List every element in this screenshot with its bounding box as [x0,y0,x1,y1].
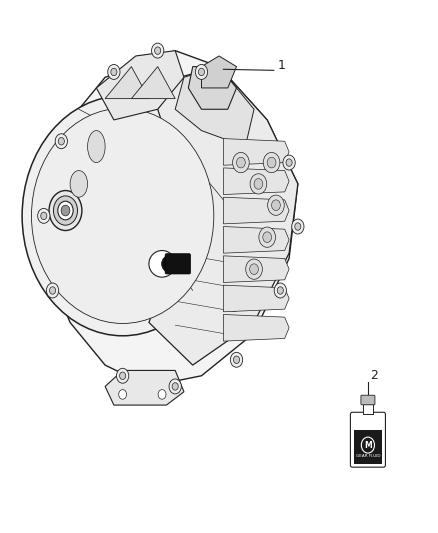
Ellipse shape [58,201,73,220]
Ellipse shape [254,179,263,189]
Polygon shape [223,314,289,341]
Ellipse shape [117,368,129,383]
Polygon shape [96,51,184,120]
Ellipse shape [233,356,240,364]
Polygon shape [44,51,298,386]
Ellipse shape [49,191,82,231]
Ellipse shape [259,227,276,247]
Text: 1: 1 [278,59,286,71]
Polygon shape [175,67,254,147]
Polygon shape [105,370,184,405]
Ellipse shape [152,43,164,58]
Bar [363,404,373,415]
Ellipse shape [198,68,205,76]
Ellipse shape [111,68,117,76]
Ellipse shape [274,283,286,298]
Ellipse shape [70,171,88,197]
Polygon shape [223,168,289,195]
Ellipse shape [108,64,120,79]
Ellipse shape [61,205,70,216]
Ellipse shape [155,47,161,54]
Polygon shape [223,197,289,224]
Ellipse shape [292,219,304,234]
Ellipse shape [169,379,181,394]
Ellipse shape [361,437,374,453]
Ellipse shape [32,108,214,324]
Ellipse shape [267,157,276,168]
FancyBboxPatch shape [361,395,375,405]
Polygon shape [105,67,149,99]
Ellipse shape [250,264,258,274]
FancyBboxPatch shape [165,254,191,274]
Ellipse shape [41,212,47,220]
Ellipse shape [268,195,284,215]
Ellipse shape [195,64,208,79]
Ellipse shape [295,223,301,230]
Polygon shape [188,67,237,109]
Text: 2: 2 [370,369,378,382]
Ellipse shape [162,255,178,272]
Ellipse shape [22,96,223,336]
Polygon shape [223,227,289,253]
Polygon shape [131,67,175,99]
Ellipse shape [120,372,126,379]
Ellipse shape [272,200,280,211]
Text: GEAR FLUID: GEAR FLUID [356,455,380,458]
Ellipse shape [263,232,272,243]
Ellipse shape [246,259,262,279]
Ellipse shape [46,283,59,298]
Ellipse shape [283,155,295,170]
Ellipse shape [53,196,78,225]
Ellipse shape [38,208,50,223]
Text: M: M [364,441,372,450]
Ellipse shape [172,383,178,390]
Ellipse shape [58,138,64,145]
Ellipse shape [55,134,67,149]
Polygon shape [223,285,289,312]
Polygon shape [223,139,289,165]
Polygon shape [149,67,298,365]
Ellipse shape [158,390,166,399]
FancyBboxPatch shape [350,413,385,467]
Ellipse shape [237,157,245,168]
Ellipse shape [88,131,105,163]
Bar [354,430,382,464]
Ellipse shape [230,352,243,367]
Ellipse shape [277,287,283,294]
Ellipse shape [233,152,249,173]
Polygon shape [201,56,237,88]
Ellipse shape [49,287,56,294]
Ellipse shape [119,390,127,399]
Ellipse shape [286,159,292,166]
Ellipse shape [263,152,280,173]
Ellipse shape [149,251,175,277]
Polygon shape [223,256,289,282]
Ellipse shape [250,174,267,194]
